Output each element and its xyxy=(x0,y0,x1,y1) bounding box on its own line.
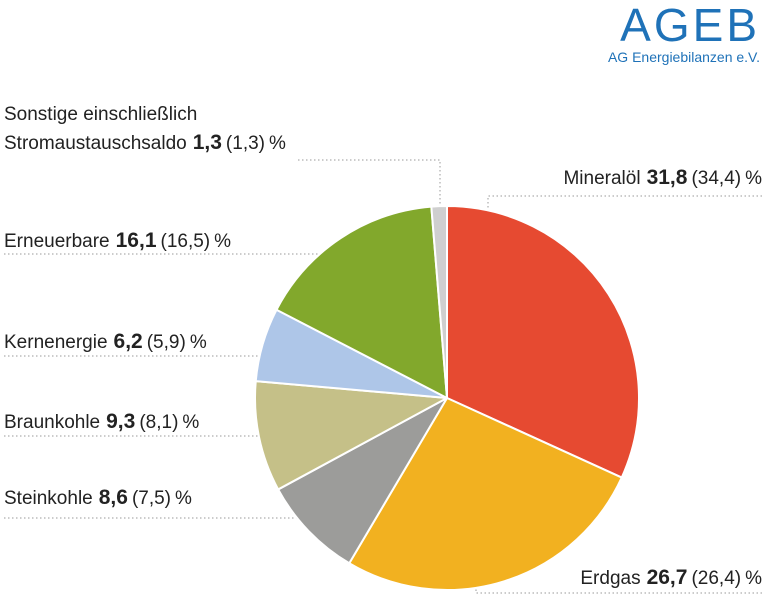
leader-line-mineraloel xyxy=(487,195,762,228)
pie-slice-steinkohle xyxy=(277,397,448,565)
ageb-logo: AGEB AG Energiebilanzen e.V. xyxy=(608,2,760,65)
label-erdgas: Erdgas 26,7 (26,4)% xyxy=(580,566,762,591)
slice-value-sonstige: 1,3 xyxy=(192,131,222,154)
label-erneuerbare: Erneuerbare 16,1 (16,5)% xyxy=(4,229,231,254)
slice-previous-steinkohle: (7,5) xyxy=(131,488,172,509)
unit-erdgas: % xyxy=(745,568,762,589)
slice-previous-erdgas: (26,4) xyxy=(691,568,742,589)
unit-braunkohle: % xyxy=(182,412,200,433)
slice-name-sonstige: Stromaustauschsaldo xyxy=(4,133,187,154)
unit-kernenergie: % xyxy=(189,332,207,353)
label-mineraloel: Mineralöl 31,8 (34,4)% xyxy=(563,166,762,191)
label-sonstige: Stromaustauschsaldo 1,3 (1,3)% xyxy=(4,131,286,156)
label-kernenergie: Kernenergie 6,2 (5,9)% xyxy=(4,330,207,355)
slice-name-mineraloel: Mineralöl xyxy=(563,168,641,189)
slice-previous-mineraloel: (34,4) xyxy=(691,168,742,189)
pie-slices xyxy=(254,205,640,591)
slice-value-erneuerbare: 16,1 xyxy=(115,229,157,252)
slice-name-sonstige-line1: Sonstige einschließlich xyxy=(4,104,198,125)
slice-previous-sonstige: (1,3) xyxy=(225,133,265,154)
label-braunkohle: Braunkohle 9,3 (8,1)% xyxy=(4,410,199,435)
slice-name-kernenergie: Kernenergie xyxy=(4,332,108,353)
slice-value-erdgas: 26,7 xyxy=(646,566,688,589)
pie-slice-erdgas xyxy=(348,397,623,591)
pie-slice-mineraloel xyxy=(446,205,640,479)
slice-value-kernenergie: 6,2 xyxy=(113,330,143,353)
pie-slice-erneuerbare xyxy=(275,205,448,399)
logo-title: AGEB xyxy=(620,0,760,51)
leader-line-sonstige xyxy=(298,159,441,215)
label-steinkohle: Steinkohle 8,6 (7,5)% xyxy=(4,486,192,511)
slice-name-erneuerbare: Erneuerbare xyxy=(4,231,110,252)
slice-name-braunkohle: Braunkohle xyxy=(4,412,101,433)
slice-value-steinkohle: 8,6 xyxy=(98,486,128,509)
slice-previous-erneuerbare: (16,5) xyxy=(160,231,211,252)
slice-name-steinkohle: Steinkohle xyxy=(4,488,93,509)
unit-sonstige: % xyxy=(269,133,286,154)
slice-value-braunkohle: 9,3 xyxy=(106,410,136,433)
logo-subtitle: AG Energiebilanzen e.V. xyxy=(607,49,760,65)
unit-mineraloel: % xyxy=(745,168,762,189)
unit-steinkohle: % xyxy=(175,488,192,509)
label-sonstige-line1: Sonstige einschließlich xyxy=(4,103,197,127)
unit-erneuerbare: % xyxy=(214,231,232,252)
pie-slice-braunkohle xyxy=(254,380,448,491)
pie-slice-sonstige xyxy=(430,205,448,399)
leader-lines xyxy=(4,159,762,594)
slice-name-erdgas: Erdgas xyxy=(580,568,641,589)
slice-previous-kernenergie: (5,9) xyxy=(146,332,186,353)
slice-previous-braunkohle: (8,1) xyxy=(139,412,179,433)
slice-value-mineraloel: 31,8 xyxy=(646,166,688,189)
